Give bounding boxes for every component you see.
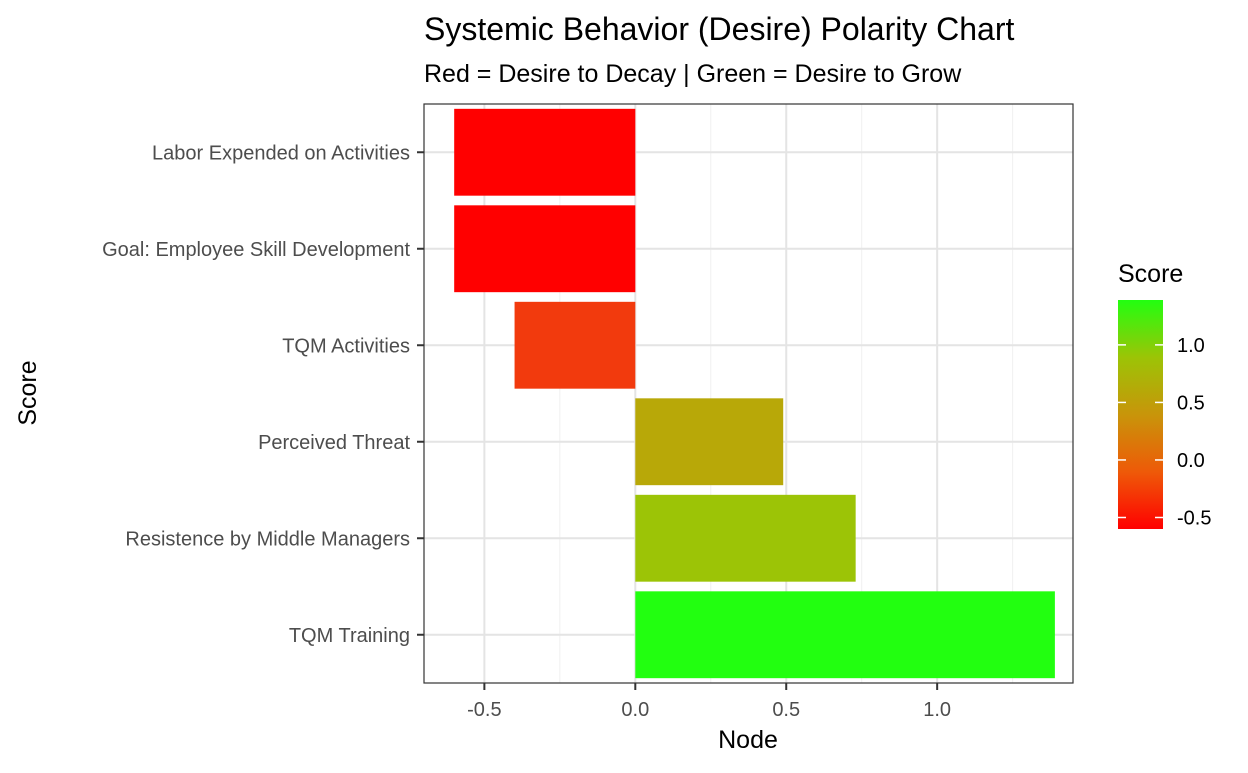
chart-title: Systemic Behavior (Desire) Polarity Char… bbox=[424, 11, 1015, 47]
chart-subtitle: Red = Desire to Decay | Green = Desire t… bbox=[424, 60, 962, 88]
legend-ticks: 1.0 0.5 0.0 -0.5 bbox=[1118, 335, 1211, 529]
bar bbox=[635, 398, 784, 486]
x-axis: -0.5 0.0 0.5 1.0 bbox=[467, 683, 951, 721]
bar bbox=[454, 205, 636, 293]
legend-tick-label: 0.0 bbox=[1177, 450, 1205, 472]
plot-border bbox=[423, 103, 1074, 684]
bar bbox=[454, 108, 636, 196]
legend-tick-label: 0.5 bbox=[1177, 392, 1205, 414]
plot-panel bbox=[424, 104, 1073, 683]
bar bbox=[514, 301, 636, 389]
x-tick-label: -0.5 bbox=[467, 699, 501, 721]
legend-tick-label: 1.0 bbox=[1177, 335, 1205, 357]
y-tick-label: Perceived Threat bbox=[258, 432, 410, 454]
bar bbox=[635, 494, 856, 582]
y-tick-label: TQM Training bbox=[289, 625, 410, 647]
bars bbox=[454, 108, 1055, 679]
y-tick-label: Goal: Employee Skill Development bbox=[102, 239, 410, 261]
y-axis: Labor Expended on Activities Goal: Employ… bbox=[102, 142, 424, 647]
y-axis-title: Score bbox=[14, 360, 42, 425]
bar bbox=[635, 591, 1055, 679]
x-tick-label: 0.5 bbox=[772, 699, 800, 721]
legend-colorbar bbox=[1118, 300, 1163, 529]
legend-tick-label: -0.5 bbox=[1177, 507, 1211, 529]
color-legend: Score 1.0 0.5 0.0 -0.5 bbox=[1118, 260, 1211, 529]
x-tick-label: 1.0 bbox=[923, 699, 951, 721]
x-axis-title: Node bbox=[718, 726, 778, 754]
y-tick-label: TQM Activities bbox=[282, 335, 410, 357]
y-tick-label: Resistence by Middle Managers bbox=[125, 528, 410, 550]
legend-title: Score bbox=[1118, 260, 1183, 288]
y-tick-label: Labor Expended on Activities bbox=[152, 142, 410, 164]
x-tick-label: 0.0 bbox=[621, 699, 649, 721]
